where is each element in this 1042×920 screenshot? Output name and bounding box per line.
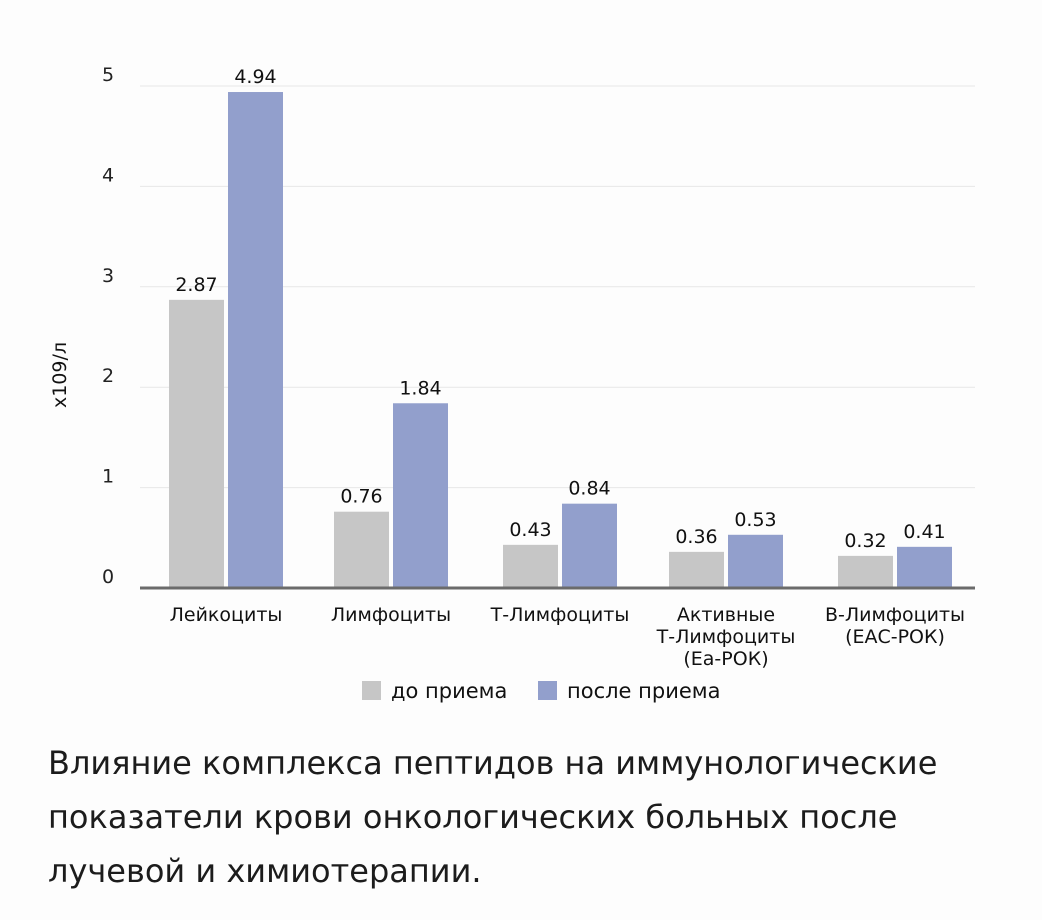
- data-label: 0.36: [675, 526, 717, 548]
- bar-after: [728, 534, 783, 588]
- bar-after: [897, 546, 952, 588]
- data-label: 0.53: [734, 509, 776, 531]
- category-label: Т-Лимфоциты: [490, 604, 630, 626]
- y-axis-ticks: 0 1 2 3 4 5: [102, 64, 114, 588]
- bar-after: [228, 92, 283, 589]
- category-labels: Лейкоциты Лимфоциты Т-Лимфоциты АктивныеТ-Л…: [170, 604, 965, 670]
- category-label: Лейкоциты: [170, 604, 283, 626]
- bar-before: [169, 299, 224, 588]
- legend-swatch: [538, 681, 557, 700]
- y-tick-label: 2: [102, 365, 114, 387]
- data-label: 0.84: [568, 478, 610, 500]
- chart-caption: Влияние комплекса пептидов на иммунологи…: [48, 744, 938, 890]
- data-label: 0.43: [509, 519, 551, 541]
- category-label: Лимфоциты: [331, 604, 451, 626]
- y-tick-label: 5: [102, 64, 114, 86]
- bars: [169, 92, 952, 589]
- bar-before: [334, 511, 389, 588]
- bar-before: [838, 555, 893, 588]
- y-tick-label: 3: [102, 265, 114, 287]
- data-label: 2.87: [175, 274, 217, 296]
- legend-label: после приема: [567, 679, 720, 703]
- legend-label: до приема: [391, 679, 507, 703]
- bar-after: [393, 403, 448, 588]
- bar-before: [503, 544, 558, 588]
- y-tick-label: 4: [102, 164, 114, 186]
- data-labels: 2.87 4.94 0.76 1.84 0.43 0.84 0.36 0.53 0.32 0.41: [175, 66, 945, 552]
- bar-chart: 0 1 2 3 4 5 2.87 4.94 0.76 1.84 0.43 0.84 0.36 0.53 0…: [49, 64, 975, 703]
- data-label: 0.76: [340, 486, 382, 508]
- legend: до приема после приема: [362, 679, 720, 703]
- data-label: 0.32: [844, 530, 886, 552]
- data-label: 4.94: [234, 66, 276, 88]
- category-label: Активные: [677, 604, 775, 626]
- y-tick-label: 1: [102, 466, 114, 488]
- data-label: 0.41: [903, 521, 945, 543]
- category-label: (ЕАС-РОК): [845, 626, 945, 648]
- bar-before: [669, 551, 724, 588]
- category-label: (Еа-РОК): [683, 648, 768, 670]
- bar-after: [562, 503, 617, 588]
- data-label: 1.84: [399, 377, 441, 399]
- category-label: В-Лимфоциты: [825, 604, 965, 626]
- y-tick-label: 0: [102, 566, 114, 588]
- legend-swatch: [362, 681, 381, 700]
- category-label: Т-Лимфоциты: [656, 626, 796, 648]
- y-axis-label: х109/л: [49, 342, 71, 408]
